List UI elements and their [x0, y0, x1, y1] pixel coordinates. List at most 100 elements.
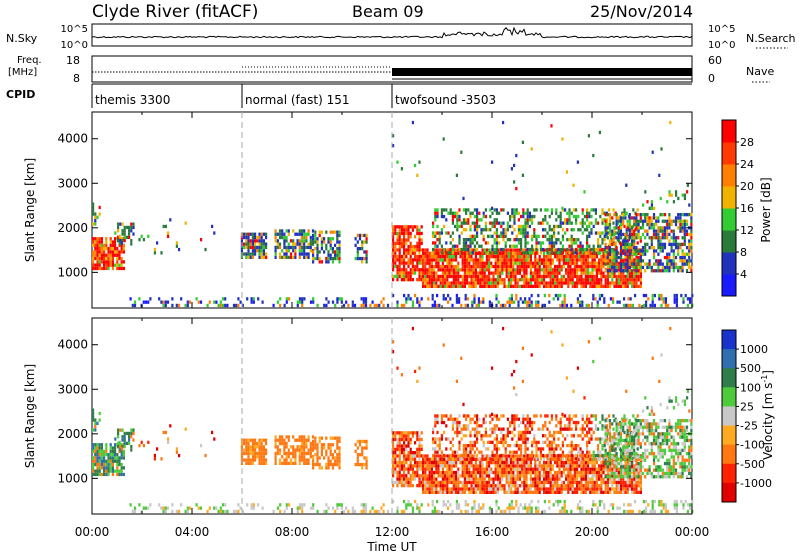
range-gate-cell	[105, 443, 107, 446]
range-gate-cell	[690, 246, 692, 249]
range-gate-cell	[422, 278, 424, 281]
range-gate-cell	[468, 481, 470, 484]
range-gate-cell	[569, 481, 571, 484]
range-gate-cell	[535, 301, 537, 304]
range-gate-cell	[490, 265, 492, 268]
range-gate-cell	[572, 487, 574, 490]
range-gate-cell	[277, 233, 279, 236]
range-gate-cell	[616, 278, 618, 281]
range-gate-cell	[448, 285, 450, 288]
range-gate-cell	[355, 443, 357, 446]
range-gate-cell	[112, 244, 114, 247]
range-gate-cell	[687, 297, 689, 300]
range-gate-cell	[558, 478, 560, 481]
range-gate-cell	[92, 456, 94, 459]
range-gate-cell	[444, 255, 446, 258]
range-gate-cell	[103, 466, 105, 469]
range-gate-cell	[416, 464, 418, 467]
range-gate-cell	[396, 448, 398, 451]
range-gate-cell	[466, 487, 468, 490]
range-gate-cell	[429, 471, 431, 474]
range-gate-cell	[294, 439, 296, 442]
range-gate-cell	[124, 229, 126, 232]
range-gate-cell	[99, 418, 101, 421]
range-gate-cell	[601, 218, 603, 221]
range-gate-cell	[471, 301, 473, 304]
range-gate-cell	[609, 226, 611, 229]
range-gate-cell	[488, 272, 490, 275]
range-gate-cell	[651, 269, 653, 272]
range-gate-cell	[475, 461, 477, 464]
range-gate-cell	[519, 471, 521, 474]
range-gate-cell	[518, 212, 520, 215]
range-gate-cell	[330, 237, 332, 240]
range-gate-cell	[569, 468, 571, 471]
range-gate-cell	[403, 451, 405, 454]
range-gate-cell	[510, 258, 512, 261]
range-gate-cell	[96, 470, 98, 473]
range-gate-cell	[336, 237, 338, 240]
range-gate-cell	[544, 294, 546, 297]
range-gate-cell	[547, 285, 549, 288]
range-gate-cell	[275, 445, 277, 448]
range-gate-cell	[541, 487, 543, 490]
range-gate-cell	[486, 481, 488, 484]
range-gate-cell	[527, 222, 529, 225]
range-gate-cell	[553, 248, 555, 251]
range-gate-cell	[546, 251, 548, 254]
range-gate-cell	[399, 471, 401, 474]
range-gate-cell	[92, 460, 94, 463]
range-gate-cell	[674, 297, 676, 300]
range-gate-cell	[464, 484, 466, 487]
range-gate-cell	[441, 228, 443, 231]
range-gate-cell	[394, 275, 396, 278]
range-gate-cell	[686, 259, 688, 262]
range-gate-cell	[668, 220, 670, 223]
range-gate-cell	[545, 461, 547, 464]
range-gate-cell	[436, 421, 438, 424]
range-gate-cell	[410, 258, 412, 261]
range-gate-cell	[575, 215, 577, 218]
range-gate-cell	[418, 278, 420, 281]
range-gate-cell	[613, 213, 615, 216]
range-gate-cell	[682, 243, 684, 246]
range-gate-cell	[561, 285, 563, 288]
range-gate-cell	[301, 246, 303, 249]
range-gate-cell	[585, 487, 587, 490]
range-gate-cell	[633, 266, 635, 269]
range-gate-cell	[421, 242, 423, 245]
range-gate-cell	[596, 478, 598, 481]
range-gate-cell	[464, 458, 466, 461]
range-gate-cell	[524, 251, 526, 254]
range-gate-cell	[495, 258, 497, 261]
range-gate-cell	[618, 268, 620, 271]
range-gate-cell	[263, 233, 265, 236]
range-gate-cell	[586, 245, 588, 248]
range-gate-cell	[580, 461, 582, 464]
range-gate-cell	[574, 268, 576, 271]
range-gate-cell	[596, 265, 598, 268]
range-gate-cell	[462, 474, 464, 477]
range-gate-cell	[558, 272, 560, 275]
range-gate-cell	[171, 304, 173, 307]
range-gate-cell	[534, 471, 536, 474]
range-gate-cell	[616, 487, 618, 490]
range-gate-cell	[292, 452, 294, 455]
range-gate-cell	[429, 491, 431, 494]
range-gate-cell	[437, 278, 439, 281]
range-gate-cell	[662, 266, 664, 269]
range-gate-cell	[633, 464, 635, 467]
range-gate-cell	[635, 249, 637, 252]
range-gate-cell	[484, 487, 486, 490]
range-gate-cell	[534, 478, 536, 481]
range-gate-cell	[275, 249, 277, 252]
range-gate-cell	[279, 452, 281, 455]
range-gate-cell	[618, 216, 620, 219]
range-gate-cell	[558, 487, 560, 490]
range-gate-cell	[635, 246, 637, 249]
range-gate-cell	[536, 272, 538, 275]
range-gate-cell	[99, 473, 101, 476]
range-gate-cell	[591, 265, 593, 268]
range-gate-cell	[620, 243, 622, 246]
range-gate-cell	[622, 281, 624, 284]
